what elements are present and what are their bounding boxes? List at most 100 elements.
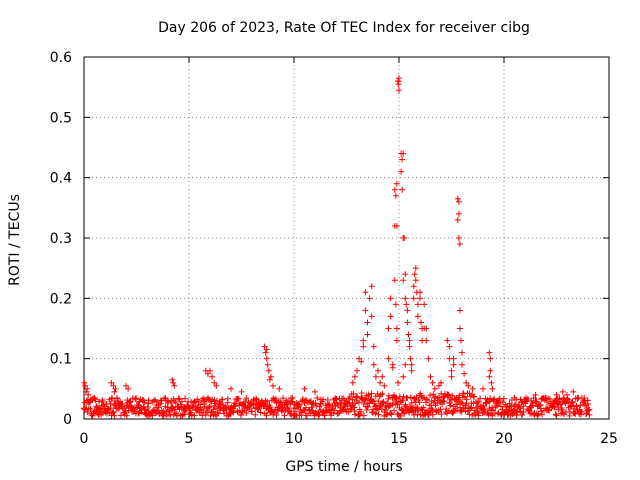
x-tick-label: 10 bbox=[285, 431, 303, 447]
data-point-baseline bbox=[389, 400, 396, 407]
data-point bbox=[354, 367, 360, 374]
data-point bbox=[461, 370, 468, 377]
data-point-baseline bbox=[243, 395, 250, 402]
data-points bbox=[80, 75, 593, 419]
data-point-baseline bbox=[390, 391, 397, 398]
data-point-baseline bbox=[536, 402, 543, 409]
data-point-baseline bbox=[358, 390, 365, 397]
data-point-baseline bbox=[519, 411, 526, 418]
data-point-baseline bbox=[191, 412, 198, 419]
data-point-baseline bbox=[511, 406, 518, 413]
data-point-baseline bbox=[272, 397, 279, 404]
data-point-baseline bbox=[397, 412, 404, 419]
data-point bbox=[360, 343, 367, 350]
data-point-baseline bbox=[184, 402, 191, 409]
data-point bbox=[459, 361, 465, 368]
x-tick-label: 25 bbox=[600, 431, 618, 447]
data-point bbox=[377, 379, 384, 386]
data-point-baseline bbox=[467, 405, 474, 412]
data-point-baseline bbox=[360, 412, 367, 419]
data-point bbox=[393, 337, 400, 344]
data-point bbox=[238, 388, 245, 395]
chart-title: Day 206 of 2023, Rate Of TEC Index for r… bbox=[158, 20, 530, 36]
y-tick-label: 0.3 bbox=[50, 231, 72, 247]
data-point bbox=[123, 382, 129, 389]
data-point bbox=[169, 376, 176, 383]
data-point-baseline bbox=[442, 409, 449, 416]
data-point bbox=[362, 289, 369, 296]
data-point bbox=[261, 343, 268, 350]
data-point bbox=[351, 373, 358, 380]
data-point bbox=[402, 295, 409, 302]
data-point bbox=[213, 382, 220, 389]
data-point-baseline bbox=[566, 408, 573, 415]
data-point-baseline bbox=[305, 406, 312, 413]
data-point-baseline bbox=[586, 411, 593, 418]
data-point-baseline bbox=[304, 412, 311, 419]
data-point bbox=[580, 397, 587, 404]
data-point bbox=[448, 367, 455, 374]
data-point bbox=[574, 394, 581, 401]
data-point-baseline bbox=[296, 402, 303, 409]
data-point bbox=[411, 271, 418, 278]
data-point-baseline bbox=[454, 407, 461, 414]
data-point-baseline bbox=[533, 398, 540, 405]
data-point-baseline bbox=[578, 408, 585, 415]
data-point bbox=[108, 379, 115, 386]
data-point bbox=[85, 391, 92, 398]
data-point-baseline bbox=[365, 391, 372, 398]
data-point bbox=[111, 388, 118, 395]
data-point-baseline bbox=[132, 396, 139, 403]
grid-lines bbox=[84, 57, 609, 419]
data-point-baseline bbox=[331, 407, 338, 414]
data-point-baseline bbox=[485, 409, 492, 416]
data-point-baseline bbox=[497, 403, 504, 410]
data-point bbox=[404, 319, 411, 326]
data-point-baseline bbox=[404, 395, 411, 402]
data-point-baseline bbox=[559, 409, 566, 416]
data-point bbox=[487, 355, 494, 362]
data-point-baseline bbox=[560, 394, 567, 401]
data-point-baseline bbox=[224, 399, 231, 406]
data-point-baseline bbox=[194, 396, 201, 403]
data-point bbox=[385, 325, 392, 332]
data-point-baseline bbox=[577, 411, 584, 418]
data-point bbox=[267, 373, 274, 380]
data-point bbox=[418, 319, 425, 326]
data-point-baseline bbox=[391, 407, 398, 414]
data-point bbox=[381, 382, 388, 389]
data-point-baseline bbox=[190, 402, 197, 409]
data-point-baseline bbox=[179, 412, 186, 419]
data-point bbox=[455, 235, 462, 241]
data-point-baseline bbox=[437, 406, 444, 413]
data-point bbox=[463, 379, 470, 386]
data-point-baseline bbox=[434, 400, 441, 407]
data-point-baseline bbox=[379, 390, 386, 397]
data-point-baseline bbox=[141, 406, 148, 413]
data-point-baseline bbox=[375, 398, 382, 405]
data-point bbox=[87, 397, 94, 404]
data-point-baseline bbox=[510, 410, 517, 417]
data-point-baseline bbox=[314, 395, 321, 402]
x-tick-label: 20 bbox=[495, 431, 513, 447]
data-point bbox=[266, 376, 273, 383]
data-point-baseline bbox=[358, 408, 365, 415]
data-point-baseline bbox=[383, 411, 390, 418]
data-point-baseline bbox=[471, 410, 478, 417]
data-point bbox=[270, 382, 276, 389]
data-point-baseline bbox=[392, 395, 399, 402]
x-tick-label: 5 bbox=[185, 431, 194, 447]
data-point bbox=[431, 385, 438, 392]
data-point bbox=[585, 400, 591, 407]
data-point-baseline bbox=[550, 403, 557, 410]
data-point-baseline bbox=[81, 406, 88, 413]
x-axis-label: GPS time / hours bbox=[285, 459, 402, 475]
data-point-baseline bbox=[114, 394, 121, 401]
data-point bbox=[423, 337, 430, 344]
data-point-baseline bbox=[205, 404, 212, 411]
data-point bbox=[543, 394, 549, 401]
data-point-baseline bbox=[438, 411, 445, 418]
data-point-baseline bbox=[380, 398, 387, 405]
data-point bbox=[553, 391, 560, 398]
data-point-baseline bbox=[364, 404, 371, 411]
